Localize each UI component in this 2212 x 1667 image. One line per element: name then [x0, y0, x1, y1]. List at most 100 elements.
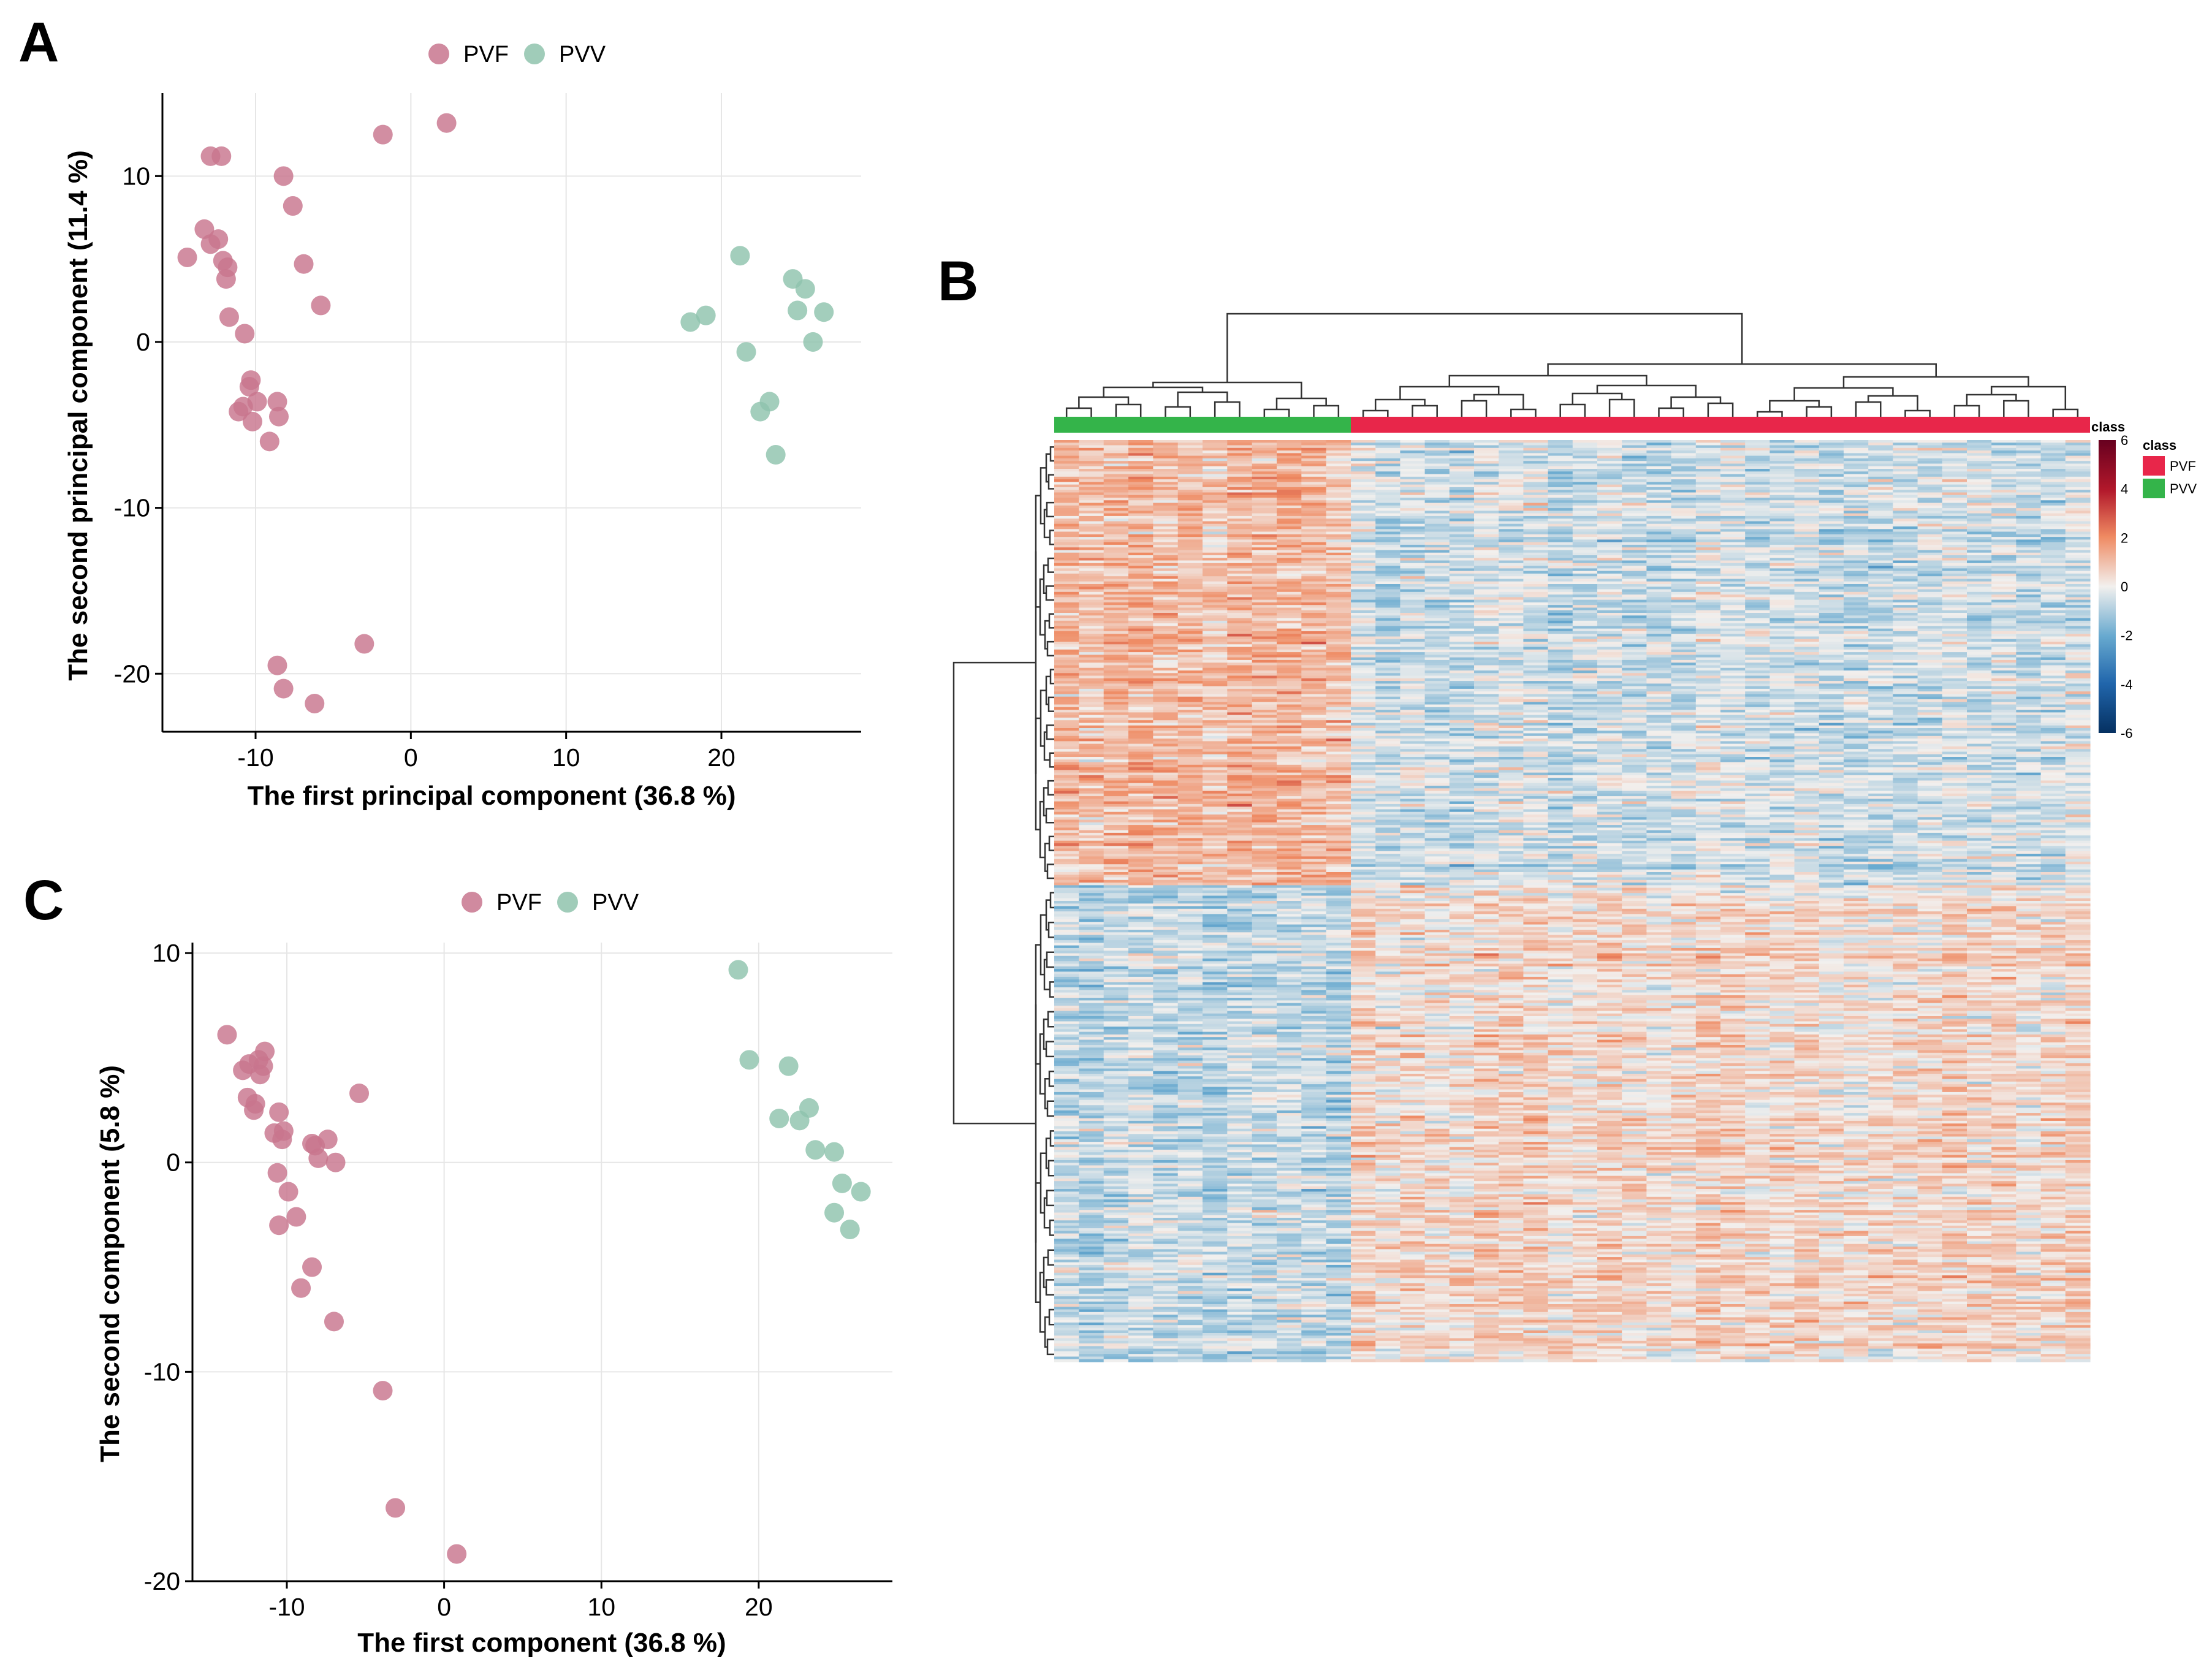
- heatmap-cell: [1203, 537, 1228, 540]
- heatmap-cell: [1400, 704, 1426, 708]
- heatmap-cell: [1277, 715, 1302, 718]
- heatmap-cell: [1499, 558, 1524, 561]
- heatmap-cell: [1622, 490, 1647, 493]
- heatmap-cell: [1597, 521, 1622, 525]
- heatmap-cell: [1301, 447, 1327, 451]
- heatmap-cell: [1326, 636, 1351, 640]
- heatmap-cell: [1794, 591, 1820, 595]
- heatmap-cell: [1671, 670, 1697, 674]
- heatmap-cell: [1868, 445, 1893, 449]
- heatmap-cell: [1277, 665, 1302, 669]
- heatmap-cell: [1079, 599, 1104, 603]
- heatmap-cell: [1449, 568, 1475, 572]
- heatmap-cell: [1917, 463, 1943, 467]
- heatmap-cell: [1548, 707, 1573, 710]
- point-pvf: [373, 124, 393, 145]
- heatmap-cell: [1942, 482, 1967, 485]
- heatmap-cell: [1844, 699, 1869, 702]
- heatmap-cell: [2040, 618, 2066, 621]
- heatmap-cell: [2065, 602, 2091, 606]
- heatmap-cell: [1523, 474, 1549, 477]
- heatmap-cell: [1548, 683, 1573, 687]
- heatmap-cell: [1622, 498, 1647, 501]
- heatmap-cell: [1917, 526, 1943, 530]
- heatmap-cell: [1671, 581, 1697, 585]
- heatmap-cell: [1967, 725, 1992, 729]
- heatmap-cell: [1720, 628, 1746, 632]
- heatmap-cell: [1745, 550, 1770, 553]
- heatmap-cell: [1153, 610, 1179, 613]
- heatmap-cell: [1819, 665, 1844, 669]
- heatmap-cell: [1819, 513, 1844, 517]
- heatmap-cell: [1942, 686, 1967, 689]
- heatmap-cell: [1252, 447, 1277, 451]
- heatmap-cell: [1252, 649, 1277, 653]
- heatmap-cell: [2040, 599, 2066, 603]
- heatmap-cell: [1991, 707, 2016, 710]
- heatmap-cell: [1424, 547, 1450, 551]
- heatmap-cell: [1548, 686, 1573, 689]
- heatmap-cell: [1103, 581, 1129, 585]
- heatmap-cell: [1572, 542, 1598, 545]
- heatmap-cell: [1400, 529, 1426, 533]
- heatmap-cell: [1128, 599, 1154, 603]
- heatmap-cell: [1991, 458, 2016, 461]
- heatmap-cell: [1572, 649, 1598, 653]
- heatmap-cell: [1128, 484, 1154, 488]
- heatmap-cell: [1400, 694, 1426, 697]
- heatmap-cell: [1449, 631, 1475, 634]
- heatmap-cell: [1695, 550, 1721, 553]
- heatmap-cell: [1794, 442, 1820, 446]
- heatmap-cell: [1103, 655, 1129, 658]
- heatmap-cell: [1794, 628, 1820, 632]
- heatmap-cell: [1499, 445, 1524, 449]
- heatmap-cell: [2016, 539, 2042, 543]
- heatmap-cell: [2065, 450, 2091, 454]
- heatmap-cell: [1499, 440, 1524, 443]
- heatmap-cell: [1301, 720, 1327, 724]
- heatmap-cell: [1794, 696, 1820, 700]
- heatmap-cell: [1351, 665, 1376, 669]
- heatmap-cell: [1720, 688, 1746, 692]
- heatmap-cell: [1277, 691, 1302, 695]
- heatmap-cell: [1572, 482, 1598, 485]
- heatmap-cell: [1227, 571, 1253, 574]
- panel-label-a: A: [18, 11, 59, 74]
- heatmap-cell: [1449, 447, 1475, 451]
- heatmap-cell: [1203, 587, 1228, 590]
- heatmap-cell: [1769, 537, 1795, 540]
- heatmap-cell: [1769, 626, 1795, 629]
- heatmap-cell: [1695, 505, 1721, 509]
- heatmap-cell: [1277, 544, 1302, 548]
- heatmap-cell: [1400, 631, 1426, 634]
- heatmap-cell: [1942, 571, 1967, 574]
- heatmap-cell: [1301, 694, 1327, 697]
- heatmap-cell: [1942, 642, 1967, 645]
- heatmap-cell: [1351, 667, 1376, 671]
- heatmap-cell: [1819, 558, 1844, 561]
- heatmap-cell: [1128, 587, 1154, 590]
- heatmap-cell: [1794, 655, 1820, 658]
- heatmap-cell: [1103, 458, 1129, 461]
- heatmap-cell: [1942, 663, 1967, 666]
- heatmap-cell: [1351, 673, 1376, 677]
- heatmap-cell: [1523, 626, 1549, 629]
- heatmap-cell: [2040, 552, 2066, 556]
- heatmap-cell: [1277, 482, 1302, 485]
- heatmap-cell: [1128, 563, 1154, 566]
- heatmap-cell: [1277, 717, 1302, 721]
- heatmap-cell: [1227, 461, 1253, 465]
- heatmap-cell: [1499, 539, 1524, 543]
- heatmap-cell: [1917, 731, 1943, 734]
- heatmap-cell: [2016, 631, 2042, 634]
- heatmap-cell: [1375, 681, 1401, 684]
- heatmap-cell: [1499, 566, 1524, 569]
- heatmap-cell: [1695, 523, 1721, 527]
- heatmap-cell: [1769, 728, 1795, 731]
- heatmap-cell: [1646, 523, 1672, 527]
- heatmap-cell: [1844, 623, 1869, 626]
- heatmap-cell: [1720, 702, 1746, 705]
- heatmap-cell: [2016, 450, 2042, 454]
- heatmap-cell: [1991, 453, 2016, 457]
- heatmap-cell: [2065, 599, 2091, 603]
